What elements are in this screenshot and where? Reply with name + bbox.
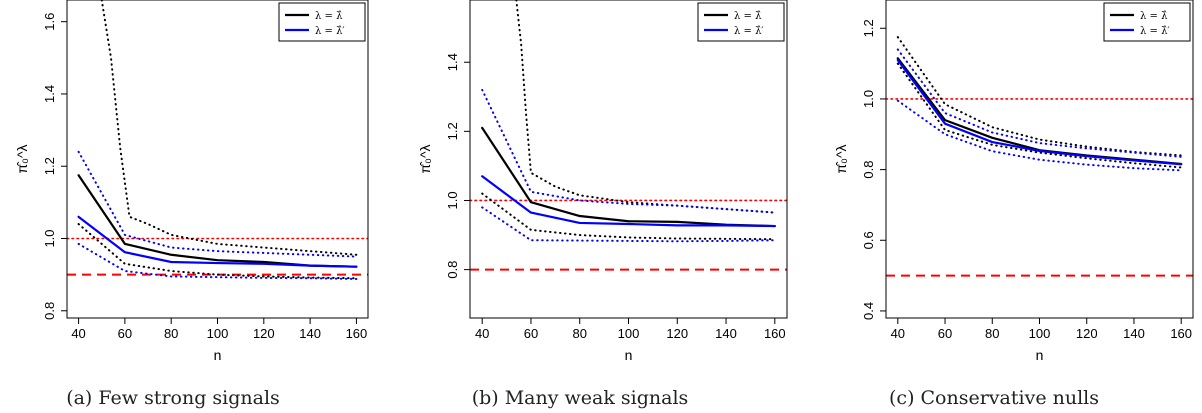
y-tick-label: 1.0 <box>42 229 57 247</box>
x-tick-label: 40 <box>891 326 905 341</box>
plot-area <box>67 0 368 280</box>
y-tick-label: 1.2 <box>861 19 876 37</box>
legend-label-1: λ = λ̂ <box>734 11 762 22</box>
y-tick-label: 1.2 <box>445 122 460 140</box>
y-tick-label: 0.6 <box>861 231 876 249</box>
y-axis-label: π̂₀^λ <box>14 144 30 173</box>
y-tick-label: 0.4 <box>861 302 876 320</box>
legend-box <box>1103 2 1191 42</box>
series-band-6 <box>77 242 358 280</box>
legend-box <box>278 2 366 42</box>
y-tick-label: 1.0 <box>861 90 876 108</box>
x-tick-label: 140 <box>1123 326 1145 341</box>
x-tick-label: 80 <box>572 326 586 341</box>
x-tick-label: 100 <box>1029 326 1051 341</box>
series-band-4 <box>481 192 776 241</box>
x-tick-label: 80 <box>985 326 999 341</box>
y-tick-label: 0.8 <box>42 302 57 320</box>
series-band-6 <box>481 206 776 243</box>
x-tick-label: 120 <box>253 326 275 341</box>
x-tick-label: 160 <box>1170 326 1192 341</box>
series-line-2 <box>481 175 776 228</box>
series-band-3 <box>100 0 358 256</box>
x-axis-label: n <box>625 347 633 363</box>
panel-caption: (a) Few strong signals <box>66 387 280 409</box>
y-tick-label: 1.4 <box>445 53 460 71</box>
legend-label-1: λ = λ̂ <box>1140 11 1168 22</box>
x-tick-label: 140 <box>715 326 737 341</box>
y-tick-label: 1.6 <box>42 13 57 31</box>
x-tick-label: 120 <box>1076 326 1098 341</box>
series-band-6 <box>896 99 1183 172</box>
x-tick-label: 120 <box>666 326 688 341</box>
series-line-2 <box>896 58 1183 166</box>
panel-3: 40 60 80 100 120 140 160 0.4 0.6 0.8 1.0 1.2 n π̂₀^λ λ… <box>833 0 1194 409</box>
series-band-5 <box>896 48 1183 158</box>
x-tick-label: 100 <box>207 326 229 341</box>
plot-area <box>886 36 1193 277</box>
series-line-1 <box>896 57 1183 166</box>
legend-label-2: λ = λ̂′ <box>1140 26 1170 37</box>
x-axis-label: n <box>1036 347 1044 363</box>
panel-2: 40 60 80 100 120 140 160 0.8 1.0 1.2 1.4 n π̂₀^λ λ = … <box>417 0 788 409</box>
legend-label-2: λ = λ̂′ <box>315 26 345 37</box>
series-band-5 <box>77 150 358 258</box>
y-axis-label: π̂₀^λ <box>417 144 433 173</box>
y-tick-label: 1.0 <box>445 191 460 209</box>
x-tick-label: 160 <box>764 326 786 341</box>
plot-area <box>470 0 787 271</box>
y-tick-label: 0.8 <box>861 161 876 179</box>
x-tick-label: 60 <box>938 326 952 341</box>
y-tick-label: 0.8 <box>445 261 460 279</box>
x-tick-label: 80 <box>164 326 178 341</box>
series-line-1 <box>481 126 776 228</box>
series-band-3 <box>896 36 1183 157</box>
x-tick-label: 160 <box>346 326 368 341</box>
series-line-1 <box>77 174 358 268</box>
series-line-2 <box>77 215 358 268</box>
x-tick-label: 100 <box>618 326 640 341</box>
x-tick-label: 40 <box>475 326 489 341</box>
x-tick-label: 60 <box>118 326 132 341</box>
panel-caption: (b) Many weak signals <box>472 387 689 409</box>
legend-box <box>697 2 785 42</box>
series-band-4 <box>77 223 358 280</box>
x-tick-label: 140 <box>299 326 321 341</box>
x-tick-label: 40 <box>71 326 85 341</box>
legend-label-2: λ = λ̂′ <box>734 26 764 37</box>
series-band-5 <box>481 88 776 214</box>
panel-1: 40 60 80 100 120 140 160 0.8 1.0 1.2 1.4 1.6 n π̂₀^λ λ… <box>14 0 369 409</box>
panel-caption: (c) Conservative nulls <box>889 387 1099 409</box>
plot-frame <box>66 0 369 319</box>
y-tick-label: 1.2 <box>42 157 57 175</box>
x-tick-label: 60 <box>524 326 538 341</box>
y-tick-label: 1.4 <box>42 85 57 103</box>
x-axis-label: n <box>214 347 222 363</box>
legend-label-1: λ = λ̂ <box>315 11 343 22</box>
y-axis-label: π̂₀^λ <box>833 144 849 173</box>
